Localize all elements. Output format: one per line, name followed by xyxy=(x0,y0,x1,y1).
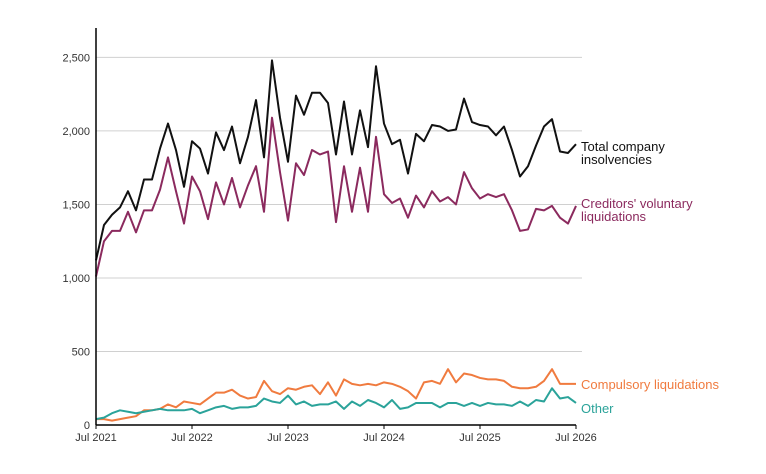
x-tick-label: Jul 2025 xyxy=(459,432,501,444)
y-tick-label: 1,500 xyxy=(62,199,90,211)
series-label-line: Total company xyxy=(581,139,665,154)
y-tick-label: 2,000 xyxy=(62,126,90,138)
series-label-other: Other xyxy=(581,401,614,416)
series-label-line: Creditors' voluntary xyxy=(581,196,693,211)
series-line-creditors-voluntary-liquidations xyxy=(95,116,577,277)
x-tick-label: Jul 2026 xyxy=(555,432,597,444)
x-tick-label: Jul 2022 xyxy=(171,432,213,444)
series-label-line: insolvencies xyxy=(581,152,652,167)
x-tick-label: Jul 2024 xyxy=(363,432,405,444)
y-tick-label: 500 xyxy=(72,346,90,358)
x-axis-tick-labels: Jul 2021 Jul 2022 Jul 2023 Jul 2024 Jul 2025… xyxy=(75,425,597,444)
series-label-line: liquidations xyxy=(581,209,647,224)
series-label-creditors-voluntary-liquidations: Creditors' voluntary liquidations xyxy=(581,196,693,224)
y-axis-tick-labels: 0 500 1,000 1,500 2,000 2,500 xyxy=(62,52,90,432)
series-label-compulsory-liquidations: Compulsory liquidations xyxy=(581,377,720,392)
x-tick-label: Jul 2023 xyxy=(267,432,309,444)
series-line-other xyxy=(95,387,577,421)
series-line-total-company-insolvencies xyxy=(95,59,577,261)
y-tick-label: 1,000 xyxy=(62,273,90,285)
series-labels: Total company insolvencies Creditors' volu… xyxy=(581,139,720,416)
y-tick-label: 2,500 xyxy=(62,52,90,64)
series-line-compulsory-liquidations xyxy=(96,368,576,422)
series-label-line: Other xyxy=(581,401,614,416)
y-tick-label: 0 xyxy=(84,420,90,432)
x-tick-label: Jul 2021 xyxy=(75,432,117,444)
series-label-line: Compulsory liquidations xyxy=(581,377,720,392)
series-label-total-company-insolvencies: Total company insolvencies xyxy=(581,139,665,167)
series-lines xyxy=(95,59,577,422)
